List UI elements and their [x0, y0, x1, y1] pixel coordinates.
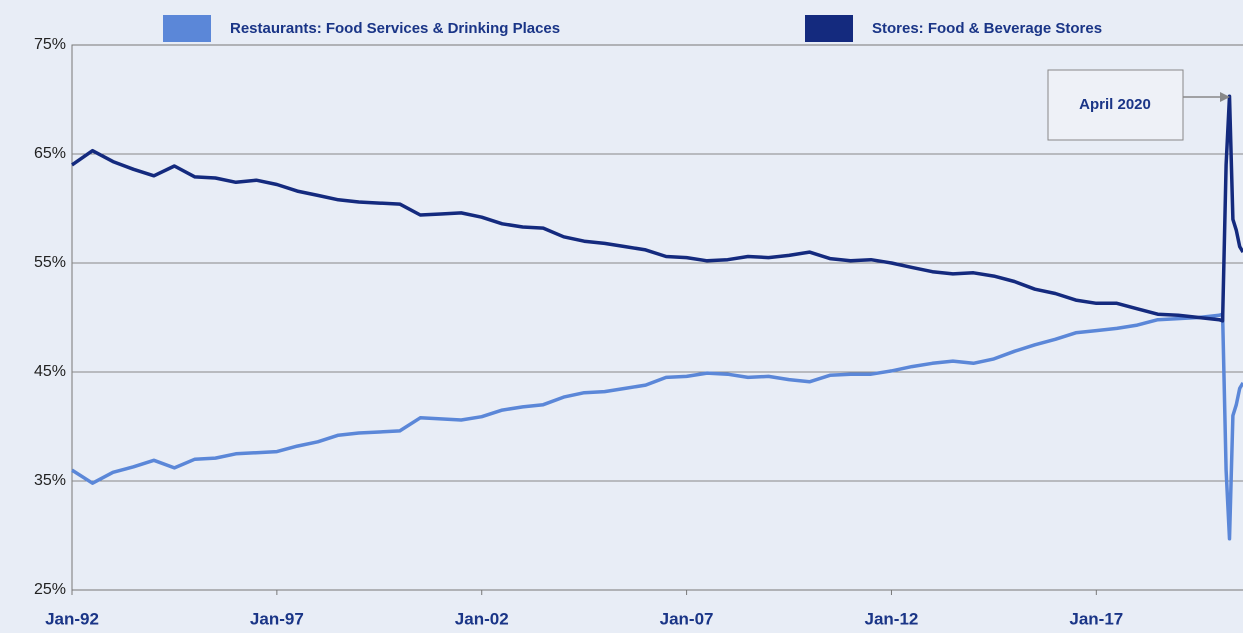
legend-label: Restaurants: Food Services & Drinking Pl…: [230, 20, 560, 37]
series-line: [71, 312, 1243, 541]
series-line: [71, 94, 1243, 323]
y-tick-label: 45%: [34, 363, 66, 380]
x-tick-label: Jan-17: [1069, 609, 1123, 628]
legend: Restaurants: Food Services & Drinking Pl…: [163, 15, 1102, 42]
lines: [71, 94, 1243, 541]
plot-frame: [71, 44, 1243, 591]
y-tick-label: 75%: [34, 36, 66, 53]
annotation-box: [1047, 69, 1184, 141]
y-tick-label: 65%: [34, 145, 66, 162]
y-tick-label: 25%: [34, 581, 66, 598]
legend-swatch: [805, 15, 853, 42]
y-tick-label: 55%: [34, 254, 66, 271]
annotation: April 2020: [1079, 96, 1151, 113]
grid: [71, 153, 1243, 595]
legend-label: Stores: Food & Beverage Stores: [872, 20, 1102, 37]
x-tick-label: Jan-02: [455, 609, 509, 628]
x-tick-label: Jan-12: [865, 609, 919, 628]
x-tick-label: Jan-97: [250, 609, 304, 628]
y-tick-label: 35%: [34, 472, 66, 489]
x-tick-label: Jan-92: [45, 609, 99, 628]
annotation-arrowhead: [1220, 92, 1230, 102]
x-tick-label: Jan-07: [660, 609, 714, 628]
legend-swatch: [163, 15, 211, 42]
